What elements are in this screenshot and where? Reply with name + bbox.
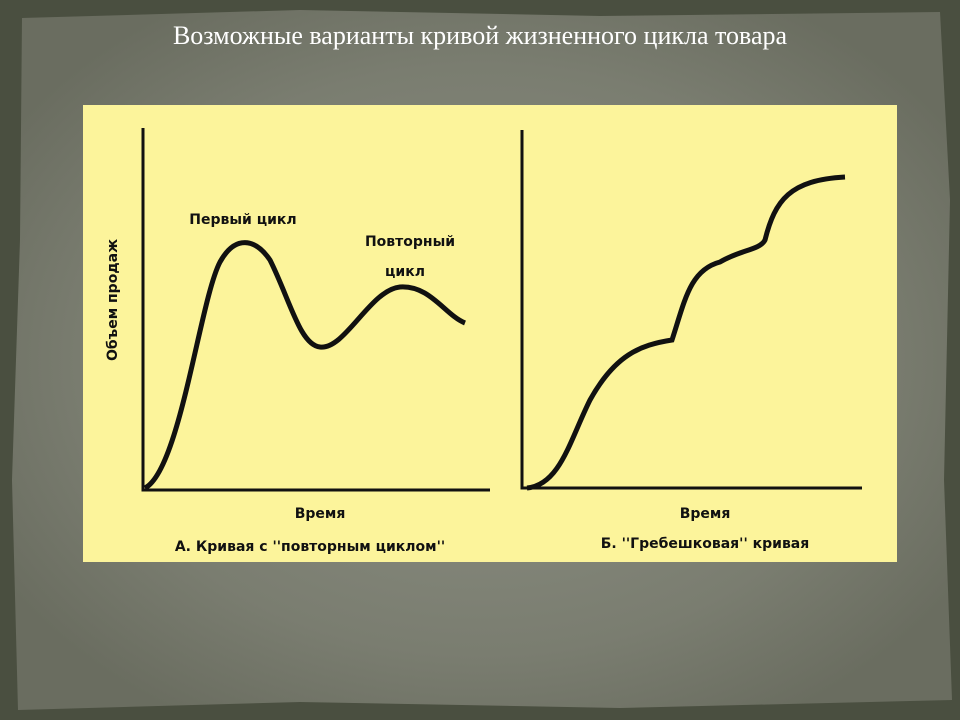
axes: [141, 128, 490, 492]
annotation: цикл: [385, 264, 425, 280]
curve: [143, 240, 467, 491]
figure-background: [83, 105, 897, 562]
caption: Б. ''Гребешковая'' кривая: [601, 536, 810, 552]
x-axis-label: Время: [295, 506, 346, 522]
axes: [520, 130, 862, 490]
curve: [526, 174, 846, 491]
annotation: Первый цикл: [189, 212, 296, 228]
annotation: Повторный: [365, 234, 455, 250]
y-axis-label: Объем продаж: [105, 239, 121, 361]
x-axis-label: Время: [680, 506, 731, 522]
caption: А. Кривая с ''повторным циклом'': [175, 539, 445, 555]
panel-a: [141, 128, 490, 492]
panel-b: [520, 130, 862, 491]
slide-title: Возможные варианты кривой жизненного цик…: [173, 21, 788, 50]
